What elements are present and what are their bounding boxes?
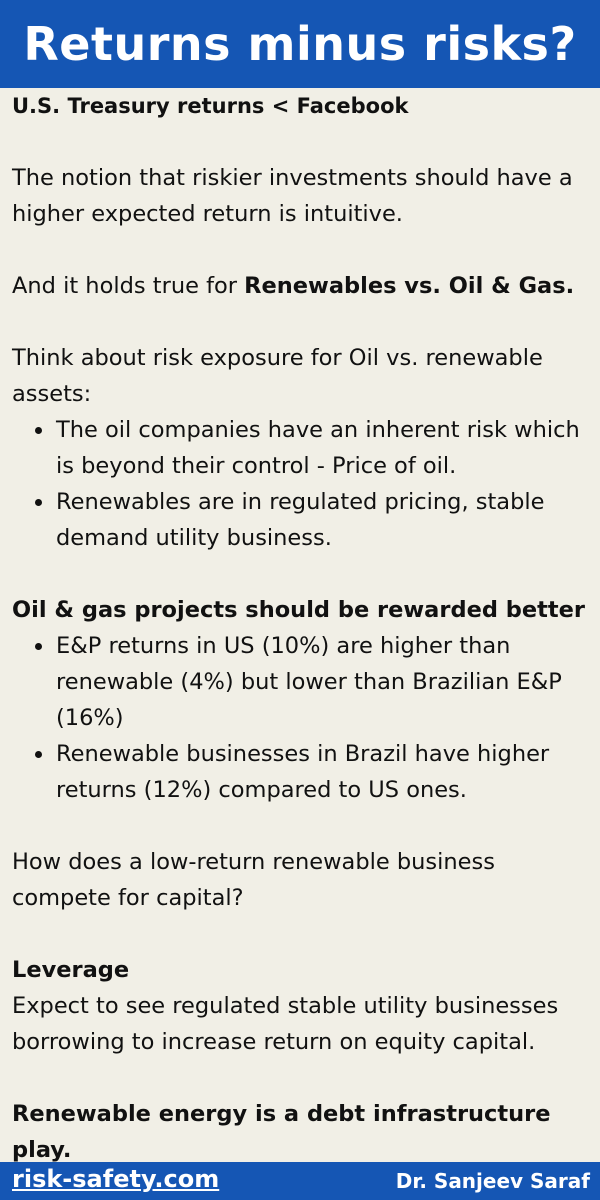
question-paragraph: How does a low-return renewable business… <box>12 849 495 911</box>
list-item: Renewable businesses in Brazil have high… <box>35 736 596 808</box>
author-name: Dr. Sanjeev Saraf <box>395 1169 590 1193</box>
oil-gas-heading: Oil & gas projects should be rewarded be… <box>12 592 596 628</box>
list-item: The oil companies have an inherent risk … <box>35 412 596 484</box>
website-link[interactable]: risk-safety.com <box>12 1165 220 1193</box>
leverage-heading: Leverage <box>12 952 596 988</box>
leverage-heading-text: Leverage <box>12 957 130 983</box>
risk-exposure-paragraph: Think about risk exposure for Oil vs. re… <box>12 345 543 407</box>
list-item: Renewables are in regulated pricing, sta… <box>35 484 596 556</box>
footer-banner: risk-safety.com Dr. Sanjeev Saraf <box>0 1162 600 1200</box>
holds-paragraph: And it holds true for Renewables vs. Oil… <box>12 268 596 304</box>
leverage-paragraph: Expect to see regulated stable utility b… <box>12 993 559 1055</box>
list-item: E&P returns in US (10%) are higher than … <box>35 628 596 736</box>
oil-bullet-list: E&P returns in US (10%) are higher than … <box>12 628 596 808</box>
conclusion-text: Renewable energy is a debt infrastructur… <box>12 1101 551 1163</box>
subtitle: U.S. Treasury returns < Facebook <box>12 94 409 118</box>
holds-prefix: And it holds true for <box>12 273 245 299</box>
intro-paragraph: The notion that riskier investments shou… <box>12 165 573 227</box>
holds-bold: Renewables vs. Oil & Gas. <box>244 273 575 299</box>
header-banner: Returns minus risks? <box>0 0 600 88</box>
article-body: U.S. Treasury returns < Facebook The not… <box>12 88 596 1168</box>
oil-gas-heading-text: Oil & gas projects should be rewarded be… <box>12 597 586 623</box>
risk-bullet-list: The oil companies have an inherent risk … <box>12 412 596 556</box>
page-title: Returns minus risks? <box>23 17 577 71</box>
conclusion-paragraph: Renewable energy is a debt infrastructur… <box>12 1096 596 1168</box>
